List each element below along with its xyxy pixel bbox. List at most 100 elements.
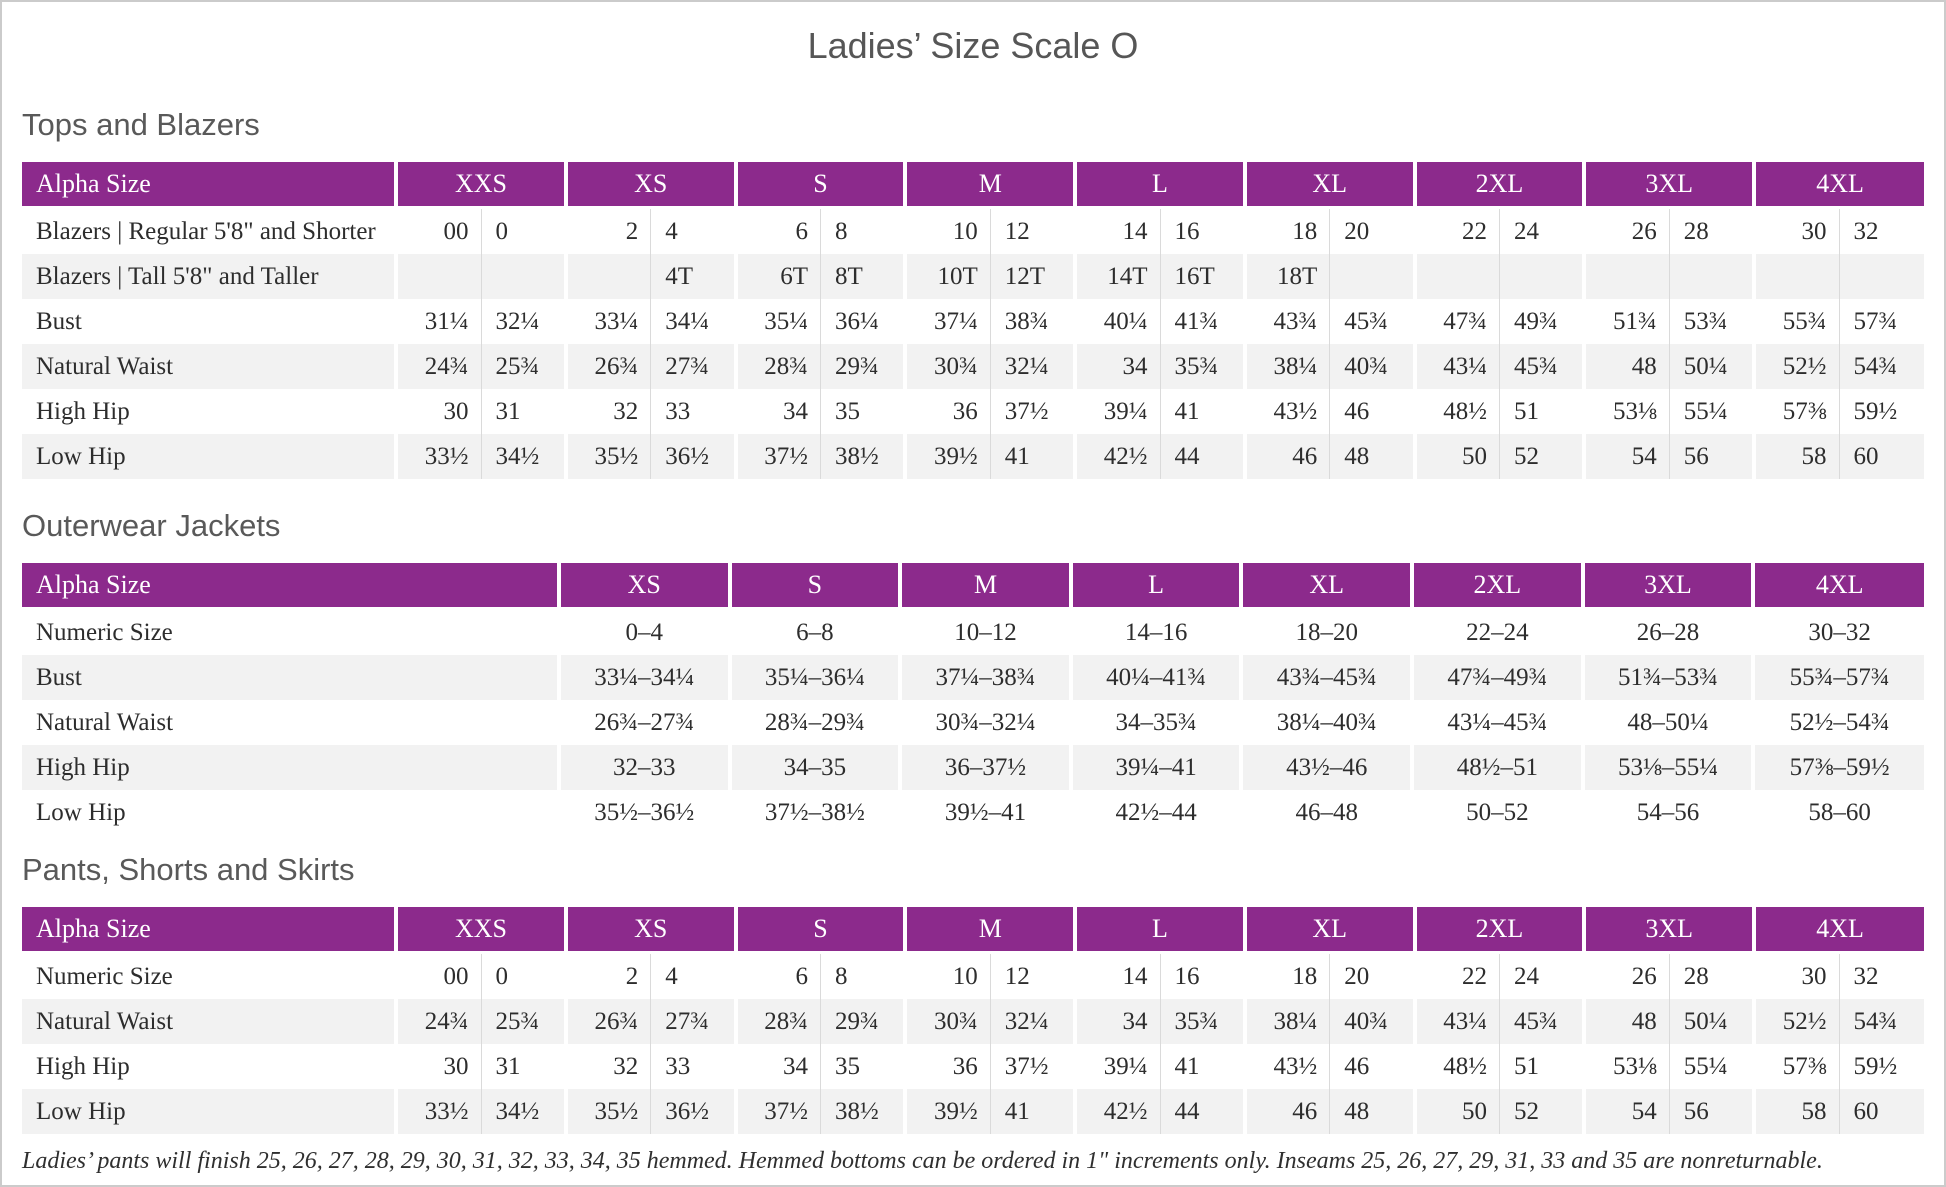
footnote: Ladies’ pants will finish 25, 26, 27, 28… bbox=[22, 1148, 1823, 1174]
size-cell: 49¾ bbox=[1499, 299, 1585, 344]
size-cell: 0–4 bbox=[556, 608, 730, 655]
size-cell: 35½ bbox=[563, 1089, 651, 1134]
size-cell: 46–48 bbox=[1239, 790, 1413, 835]
size-cell: 22–24 bbox=[1410, 608, 1583, 655]
size-cell: 41¾ bbox=[1159, 299, 1245, 344]
table-row: Natural Waist 24¾ 25¾ 26¾ 27¾ 28¾ 29¾ 30¾ 32¼ 34 3… bbox=[22, 999, 1924, 1044]
size-cell: 26¾ bbox=[563, 999, 651, 1044]
size-cell: 38¼ bbox=[1242, 344, 1330, 389]
table-row: Numeric Size 00 0 2 4 6 8 10 12 14 16 18 20 22 24 26 28 3… bbox=[22, 952, 1924, 999]
section-heading-outerwear-jackets: Outerwear Jackets bbox=[22, 508, 281, 543]
size-cell: 24¾ bbox=[394, 344, 481, 389]
size-cell: 34 bbox=[733, 389, 821, 434]
size-cell: 34 bbox=[1073, 344, 1160, 389]
section-heading-pants-shorts-skirts: Pants, Shorts and Skirts bbox=[22, 852, 355, 887]
table-row: Natural Waist 26¾–27¾ 28¾–29¾ 30¾–32¼ 34–35¾… bbox=[22, 700, 1924, 745]
row-label: Low Hip bbox=[36, 442, 126, 470]
size-cell: 48 bbox=[1582, 999, 1670, 1044]
size-cell: 48 bbox=[1582, 344, 1670, 389]
size-cell: 2 bbox=[563, 207, 651, 254]
size-cell: 35¾ bbox=[1159, 999, 1245, 1044]
row-label: High Hip bbox=[36, 1052, 130, 1080]
size-cell: 32 bbox=[1838, 952, 1924, 999]
size-cell: 8 bbox=[820, 207, 906, 254]
size-cell: 38½ bbox=[820, 1089, 906, 1134]
size-cell bbox=[394, 254, 481, 299]
size-cell: 43½ bbox=[1242, 389, 1330, 434]
table-row: Low Hip 33½ 34½ 35½ 36½ 37½ 38½ 39½ 41 42½ 44 46 48 5… bbox=[22, 1089, 1924, 1134]
table-row: Natural Waist 24¾ 25¾ 26¾ 27¾ 28¾ 29¾ 30¾ 32¼ 34 3… bbox=[22, 344, 1924, 389]
row-label: Low Hip bbox=[36, 1097, 126, 1125]
size-cell: 37¼ bbox=[903, 299, 991, 344]
size-cell: 28¾ bbox=[733, 344, 821, 389]
column-header-size-l: L bbox=[1073, 907, 1245, 954]
size-cell: 32–33 bbox=[556, 745, 730, 790]
size-cell: 10–12 bbox=[898, 608, 1071, 655]
column-header-size-xs: XS bbox=[563, 162, 736, 209]
column-header-size-m: M bbox=[903, 907, 1076, 954]
size-cell: 39¼–41 bbox=[1068, 745, 1242, 790]
size-cell: 43¼–45¾ bbox=[1410, 700, 1583, 745]
size-cell: 34–35¾ bbox=[1068, 700, 1242, 745]
size-cell: 55¼ bbox=[1668, 389, 1755, 434]
column-header-size-3xl: 3XL bbox=[1580, 563, 1754, 610]
size-cell: 57⅜–59½ bbox=[1751, 745, 1924, 790]
row-label: Numeric Size bbox=[36, 618, 173, 646]
size-cell: 27¾ bbox=[650, 999, 736, 1044]
size-cell: 14 bbox=[1073, 207, 1160, 254]
size-cell: 57¾ bbox=[1838, 299, 1924, 344]
table-row: High Hip 30 31 32 33 34 35 36 37½ 39¼ 41 43½ 46 48½ 51… bbox=[22, 1044, 1924, 1089]
column-header-size-s: S bbox=[733, 162, 906, 209]
size-cell: 40¾ bbox=[1329, 344, 1415, 389]
size-cell: 54–56 bbox=[1580, 790, 1754, 835]
size-cell: 28¾–29¾ bbox=[727, 700, 901, 745]
size-cell: 42½–44 bbox=[1068, 790, 1242, 835]
size-cell: 37½–38½ bbox=[727, 790, 901, 835]
size-cell: 41 bbox=[1159, 1044, 1245, 1089]
size-cell: 25¾ bbox=[480, 999, 566, 1044]
size-cell: 58–60 bbox=[1751, 790, 1924, 835]
size-cell: 33 bbox=[650, 1044, 736, 1089]
size-cell: 14–16 bbox=[1068, 608, 1242, 655]
size-cell: 50–52 bbox=[1410, 790, 1583, 835]
size-cell: 35¼ bbox=[733, 299, 821, 344]
size-cell: 45¾ bbox=[1329, 299, 1415, 344]
size-cell: 29¾ bbox=[820, 999, 906, 1044]
size-cell: 50¼ bbox=[1668, 344, 1755, 389]
size-cell: 16 bbox=[1159, 952, 1245, 999]
row-label: Natural Waist bbox=[36, 352, 174, 380]
size-cell: 32 bbox=[563, 1044, 651, 1089]
size-cell: 43¼ bbox=[1412, 344, 1500, 389]
size-cell: 29¾ bbox=[820, 344, 906, 389]
size-cell: 35 bbox=[820, 389, 906, 434]
size-cell: 0 bbox=[480, 207, 566, 254]
row-label: High Hip bbox=[36, 397, 130, 425]
column-header-size-xxs: XXS bbox=[394, 162, 566, 209]
size-cell: 40¼ bbox=[1073, 299, 1160, 344]
size-cell: 34 bbox=[733, 1044, 821, 1089]
size-cell: 53⅛ bbox=[1582, 1044, 1670, 1089]
row-label: Blazers | Tall 5'8" and Taller bbox=[36, 262, 319, 290]
table-row: Blazers | Tall 5'8" and Taller 4T 6T 8T 10T 1… bbox=[22, 254, 1924, 299]
size-cell: 31 bbox=[480, 1044, 566, 1089]
size-cell bbox=[1412, 254, 1500, 299]
size-cell: 40¾ bbox=[1329, 999, 1415, 1044]
size-cell: 33¼ bbox=[563, 299, 651, 344]
size-cell: 12T bbox=[989, 254, 1076, 299]
size-cell: 35½–36½ bbox=[556, 790, 730, 835]
header-row: Alpha Size XXS XS S M L XL 2XL 3XL 4XL bbox=[22, 162, 1924, 209]
size-cell: 58 bbox=[1752, 434, 1839, 479]
row-label: Bust bbox=[36, 307, 82, 335]
size-cell: 39½–41 bbox=[898, 790, 1071, 835]
size-cell: 39½ bbox=[903, 1089, 991, 1134]
table-row: Blazers | Regular 5'8" and Shorter 00 0 2 4 6… bbox=[22, 207, 1924, 254]
page-title: Ladies’ Size Scale O bbox=[807, 25, 1139, 66]
size-cell: 42½ bbox=[1073, 1089, 1160, 1134]
size-cell: 51¾–53¾ bbox=[1580, 655, 1754, 700]
size-cell: 57⅜ bbox=[1752, 389, 1839, 434]
row-label: Numeric Size bbox=[36, 962, 173, 990]
column-header-size-s: S bbox=[727, 563, 901, 610]
size-cell: 59½ bbox=[1838, 1044, 1924, 1089]
size-cell: 53⅛–55¼ bbox=[1580, 745, 1754, 790]
